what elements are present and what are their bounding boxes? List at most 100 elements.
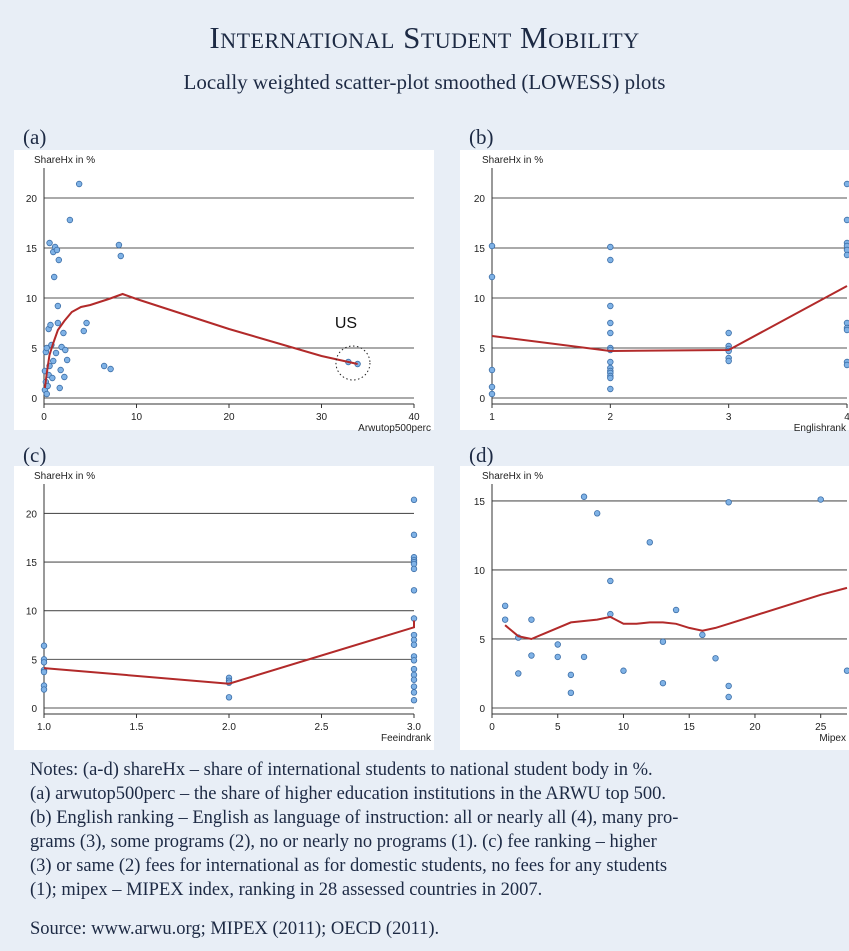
data-point	[53, 246, 61, 254]
data-point	[410, 676, 418, 683]
data-point	[607, 243, 614, 251]
data-point	[410, 531, 418, 539]
data-point	[843, 326, 849, 334]
data-point	[501, 602, 509, 610]
data-point	[528, 652, 535, 659]
y-tick-label: 20	[26, 194, 38, 205]
data-point	[725, 329, 732, 337]
data-point	[43, 390, 50, 398]
x-tick-label: 25	[815, 722, 827, 733]
panel-background	[460, 466, 849, 750]
data-point	[843, 361, 849, 369]
notes-line: (1); mipex – MIPEX index, ranking in 28 …	[30, 880, 543, 900]
x-tick-label: 10	[618, 722, 630, 733]
data-point	[580, 653, 588, 661]
x-axis-title: Mipex	[819, 733, 846, 744]
data-point	[225, 694, 233, 701]
data-point	[63, 356, 71, 364]
data-point	[66, 216, 74, 224]
x-tick-label: 1.5	[130, 722, 144, 733]
data-point	[843, 667, 849, 674]
data-point	[607, 256, 614, 264]
notes-line: grams (3), some programs (2), no or near…	[30, 832, 657, 852]
data-point	[725, 682, 732, 690]
data-point	[725, 693, 732, 701]
y-tick-label: 0	[31, 704, 37, 715]
y-tick-label: 15	[474, 244, 486, 255]
panel-label-d: (d)	[469, 443, 494, 467]
data-point	[410, 615, 418, 622]
notes-line: Notes: (a-d) shareHx – share of internat…	[30, 760, 653, 780]
lowess-line	[43, 620, 415, 685]
data-point	[83, 319, 90, 327]
data-point	[80, 327, 87, 335]
y-tick-label: 5	[31, 655, 37, 666]
y-tick-label: 0	[31, 394, 37, 405]
x-axis-title: Arwutop500perc	[358, 423, 431, 434]
data-point	[117, 252, 124, 260]
y-axis-title: ShareHx in %	[482, 155, 543, 166]
data-point	[672, 606, 680, 614]
data-point	[47, 321, 54, 329]
lowess-line	[43, 292, 358, 389]
data-point	[410, 496, 418, 504]
data-point	[659, 638, 667, 645]
data-point	[61, 373, 68, 381]
data-point	[593, 510, 601, 517]
data-point	[410, 657, 418, 664]
x-tick-label: 4	[844, 412, 849, 423]
data-point	[646, 539, 653, 546]
y-tick-label: 0	[479, 704, 485, 715]
data-point	[488, 390, 496, 398]
x-tick-label: 3.0	[407, 722, 421, 733]
data-point	[712, 655, 719, 662]
data-point	[488, 383, 496, 391]
x-tick-label: 0	[41, 412, 47, 423]
notes-line: (3) or same (2) fees for international a…	[30, 856, 668, 876]
data-point	[607, 358, 614, 366]
y-tick-label: 0	[479, 394, 485, 405]
y-tick-label: 5	[479, 344, 485, 355]
x-tick-label: 2.0	[222, 722, 236, 733]
y-axis-title: ShareHx in %	[34, 155, 95, 166]
y-tick-label: 15	[26, 244, 38, 255]
data-point	[410, 641, 418, 648]
data-point	[554, 653, 561, 661]
x-tick-label: 2.5	[315, 722, 329, 733]
data-point	[75, 180, 83, 188]
data-point	[659, 679, 667, 687]
data-point	[56, 384, 63, 392]
data-point	[843, 180, 849, 188]
y-tick-label: 5	[31, 344, 37, 355]
data-point	[620, 667, 627, 674]
chart-panel-b: 0 5 10 15 20 1 2 3 4 ShareHx in % Englishrank	[460, 150, 849, 434]
chart-panel-a: 0 5 10 15 20 0 10 20 30 40 ShareHx in % Arwutop500p…	[14, 150, 434, 434]
x-axis-title: Feeindrank	[381, 733, 432, 744]
data-point	[843, 216, 849, 224]
panel-label-c: (c)	[23, 443, 47, 467]
x-tick-label: 10	[131, 412, 143, 423]
notes-line: (a) arwutop500perc – the share of higher…	[30, 784, 667, 804]
data-point	[107, 365, 114, 373]
data-point	[410, 697, 418, 704]
data-point	[725, 357, 732, 365]
data-point	[607, 302, 614, 310]
data-point	[607, 374, 614, 382]
data-point	[488, 273, 496, 281]
data-point	[607, 385, 614, 393]
y-axis-title: ShareHx in %	[482, 471, 543, 482]
data-point	[40, 686, 48, 693]
data-point	[40, 668, 48, 676]
y-tick-label: 10	[474, 566, 486, 577]
x-tick-label: 0	[489, 722, 495, 733]
x-tick-label: 30	[316, 412, 328, 423]
data-point	[52, 349, 60, 357]
y-tick-label: 10	[26, 607, 38, 618]
data-point	[607, 319, 614, 327]
panel-background	[460, 150, 849, 430]
y-tick-label: 5	[479, 635, 485, 646]
data-point	[46, 239, 53, 247]
chart-panel-d: 0 5 10 15 0 5 10 15 20 25 ShareHx in % Mipex	[460, 466, 849, 750]
data-point	[410, 665, 418, 673]
data-point	[55, 256, 62, 264]
